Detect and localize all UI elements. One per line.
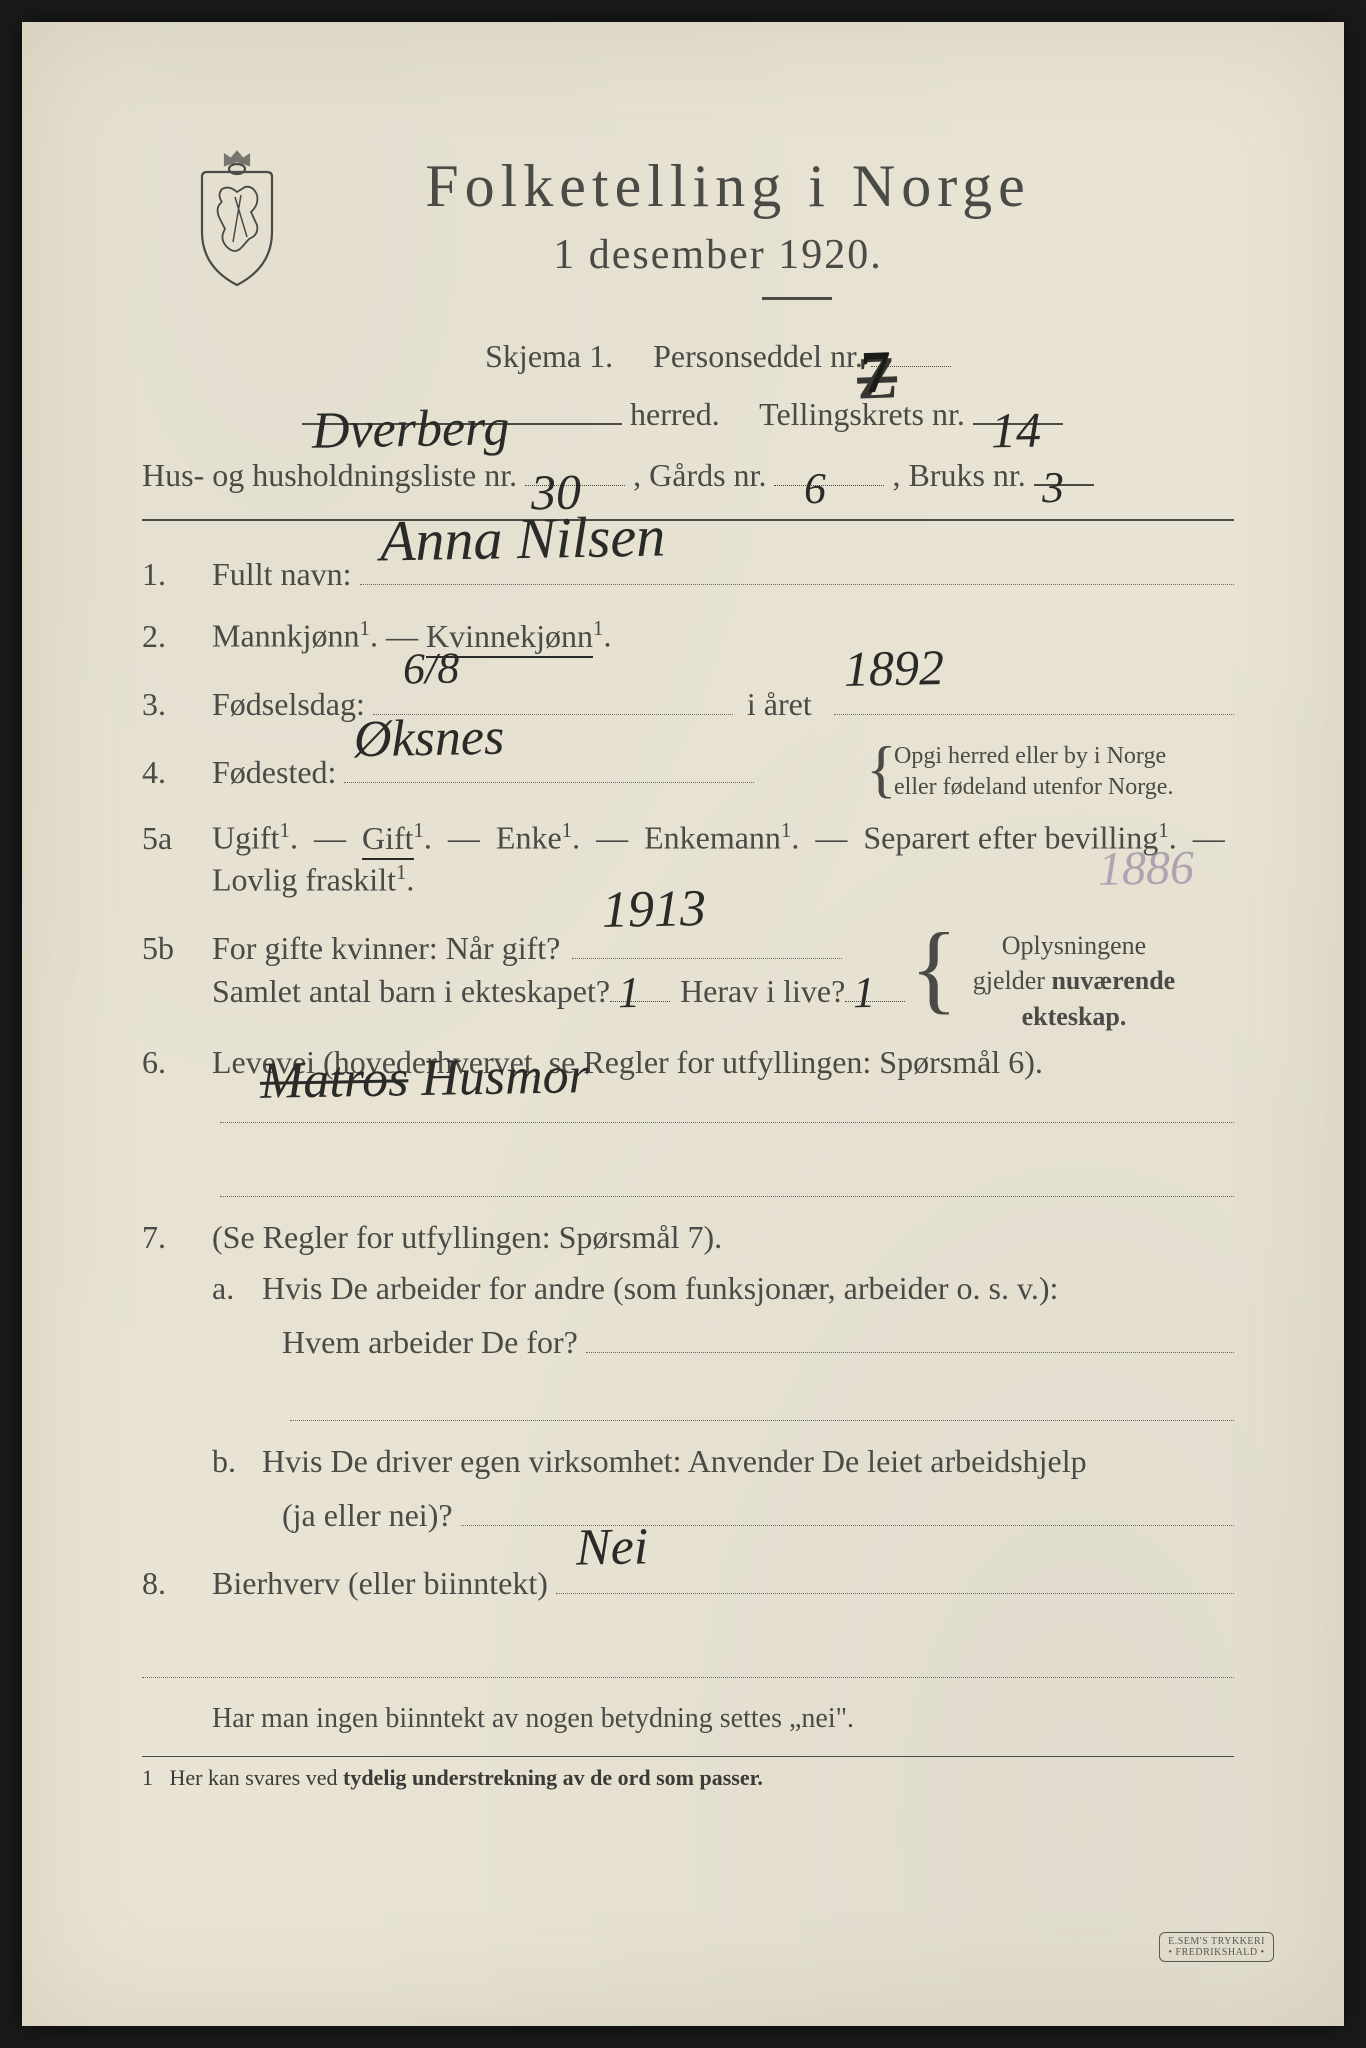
q5b-v2: 1 (853, 966, 876, 1017)
row-q7: 7. (Se Regler for utfyllingen: Spørsmål … (142, 1219, 1234, 1256)
q5a-line2: Lovlig fraskilt1. (212, 861, 414, 899)
brace-icon: { (866, 737, 897, 801)
q7a-blank (586, 1317, 1234, 1353)
row-q7b: b. Hvis De driver egen virksomhet: Anven… (142, 1443, 1234, 1480)
q5a-opts: Ugift1. — Gift1. — Enke1. — Enkemann1. —… (212, 819, 1225, 857)
row-q5a: 5a Ugift1. — Gift1. — Enke1. — Enkemann1… (142, 819, 1234, 857)
q7a-label: Hvis De arbeider for andre (som funksjon… (262, 1270, 1058, 1307)
row-q5b: 5b For gifte kvinner: Når gift? 1913 { O… (142, 922, 1234, 966)
q8-num: 8. (142, 1565, 212, 1602)
row-q6-value: Matros Husmor (142, 1087, 1234, 1137)
bottom-instruction: Har man ingen biinntekt av nogen betydni… (142, 1694, 1234, 1744)
q7b-label: Hvis De driver egen virksomhet: Anvender… (262, 1443, 1087, 1480)
q4-num: 4. (142, 754, 212, 791)
herred-label: herred. (630, 396, 720, 432)
q5b-v1: 1 (618, 966, 641, 1017)
q6-blank: Matros Husmor (220, 1087, 1234, 1123)
q4-note2: eller fødeland utenfor Norge. (894, 772, 1214, 803)
q8-label: Bierhverv (eller biinntekt) (212, 1565, 548, 1602)
tellingskrets-blank: 14 (973, 423, 1063, 425)
q4-value: Øksnes (354, 708, 505, 770)
q4-blank: Øksnes (344, 747, 754, 783)
census-form-page: Folketelling i Norge 1 desember 1920. Sk… (22, 22, 1344, 2026)
q3-mid: i året (747, 686, 812, 723)
q8-blank: Nei (556, 1558, 1234, 1594)
q5b-year-blank: 1913 (572, 922, 842, 958)
printer-mark: E.SEM'S TRYKKERI• FREDRIKSHALD • (1159, 1932, 1274, 1962)
title-rule (762, 297, 832, 300)
q6-value: Matros Husmor (260, 1046, 590, 1111)
q5b-year: 1913 (602, 879, 707, 940)
q1-num: 1. (142, 556, 212, 593)
row-q6-blank2 (142, 1161, 1234, 1195)
q1-value: Anna Nilsen (379, 502, 665, 574)
q5b-num: 5b (142, 930, 212, 967)
section-divider-1 (142, 519, 1234, 521)
bruks-label: , Bruks nr. (892, 457, 1025, 493)
q5b-line2a: Samlet antal barn i ekteskapet? (212, 973, 610, 1010)
bruks-value: 3 (1041, 448, 1064, 528)
q7a-letter: a. (212, 1270, 262, 1307)
page-wrapper: Folketelling i Norge 1 desember 1920. Sk… (0, 0, 1366, 2048)
personseddel-label: Personseddel nr. (653, 338, 863, 374)
q4-note1: Opgi herred eller by i Norge (894, 741, 1214, 772)
skjema-label: Skjema 1. (485, 338, 613, 374)
hus-blank: 30 (525, 485, 625, 486)
form-subtitle: 1 desember 1920. (202, 231, 1234, 279)
form-title: Folketelling i Norge (222, 152, 1234, 221)
q4-label: Fødested: (212, 754, 336, 791)
q6-num: 6. (142, 1044, 212, 1081)
row-q5b-2: Samlet antal barn i ekteskapet? 1 Herav … (142, 973, 1234, 1010)
q5b-v2-blank: 1 (845, 1001, 905, 1002)
footnote: 1 Her kan svares ved tydelig understrekn… (142, 1756, 1234, 1791)
q5b-note1: Oplysningene (944, 928, 1204, 963)
line-skjema: Skjema 1. Personseddel nr. 7 Z (202, 328, 1234, 386)
q3-label: Fødselsdag: (212, 686, 365, 723)
row-q1: 1. Fullt navn: Anna Nilsen (142, 549, 1234, 593)
q5a-num: 5a (142, 820, 212, 857)
q1-blank: Anna Nilsen (360, 549, 1234, 585)
q3-day: 6/8 (402, 642, 459, 694)
q7-num: 7. (142, 1219, 212, 1256)
hus-label: Hus- og husholdningsliste nr. (142, 457, 517, 493)
q7b-label2: (ja eller nei)? (282, 1497, 453, 1534)
q2-num: 2. (142, 618, 212, 655)
gards-blank: 6 (774, 485, 884, 486)
q5b-label: For gifte kvinner: Når gift? (212, 930, 560, 967)
row-q7a-2: Hvem arbeider De for? (142, 1317, 1234, 1361)
gards-label: , Gårds nr. (633, 457, 766, 493)
row-q2: 2. Mannkjønn1. — Kvinnekjønn1. (142, 617, 1234, 655)
personseddel-blank: 7 Z (871, 366, 951, 367)
row-q7b-2: (ja eller nei)? (142, 1490, 1234, 1534)
q5b-v1-blank: 1 (610, 1001, 670, 1002)
q7-label: (Se Regler for utfyllingen: Spørsmål 7). (212, 1219, 722, 1256)
row-q4: 4. Fødested: Øksnes { Opgi herred eller … (142, 747, 1234, 791)
herred-blank: Dverberg (302, 423, 622, 425)
q7b-letter: b. (212, 1443, 262, 1480)
row-blank-tail (142, 1642, 1234, 1670)
coat-of-arms-icon (187, 147, 287, 287)
q5b-line2b: Herav i live? (680, 973, 845, 1010)
row-q8: 8. Bierhverv (eller biinntekt) Nei (142, 1558, 1234, 1602)
line-herred: Dverberg herred. Tellingskrets nr. 14 (302, 386, 1234, 444)
q7a-label2: Hvem arbeider De for? (282, 1324, 578, 1361)
tellingskrets-label: Tellingskrets nr. (759, 396, 965, 432)
q3-num: 3. (142, 686, 212, 723)
row-q3: 3. Fødselsdag: 6/8 i året 1892 (142, 679, 1234, 723)
row-q7a-3 (142, 1385, 1234, 1419)
row-q7a: a. Hvis De arbeider for andre (som funks… (142, 1270, 1234, 1307)
q5a-pencil: 1886 (1098, 840, 1195, 897)
q3-year-blank: 1892 (834, 679, 1234, 715)
q8-value: Nei (575, 1517, 648, 1577)
bruks-blank: 3 (1034, 484, 1094, 486)
q1-label: Fullt navn: (212, 556, 352, 593)
q2-mannkjonn: Mannkjønn1. (212, 617, 378, 655)
q4-note: { Opgi herred eller by i Norge eller fød… (894, 741, 1214, 803)
q3-year: 1892 (843, 638, 944, 698)
line-hus: Hus- og husholdningsliste nr. 30 , Gårds… (142, 447, 1234, 505)
gards-value: 6 (804, 449, 827, 529)
